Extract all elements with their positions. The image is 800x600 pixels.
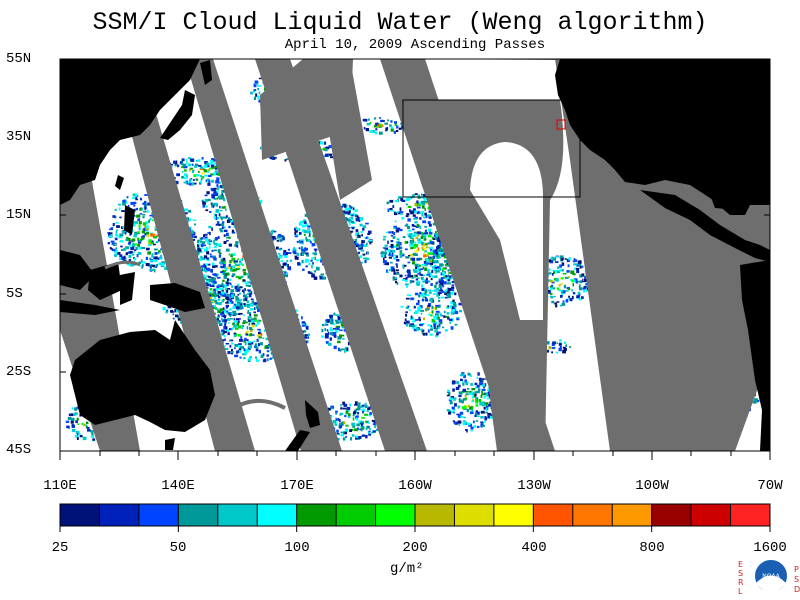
colorbar-swatch: [336, 504, 377, 526]
colorbar-swatch: [493, 504, 534, 526]
y-tick-label: 25S: [6, 364, 32, 380]
noaa-logo: NOAA: [753, 558, 789, 594]
x-tick-label: 110E: [43, 478, 77, 494]
colorbar-swatch: [138, 504, 179, 526]
colorbar-tick-label: 1600: [753, 540, 787, 556]
colorbar-tick-label: 800: [639, 540, 665, 556]
x-tick-label: 130W: [517, 478, 551, 494]
asia-land: [60, 59, 200, 205]
map-subtitle: April 10, 2009 Ascending Passes: [284, 37, 546, 53]
y-tick-label: 5S: [6, 286, 23, 302]
colorbar-swatch: [178, 504, 219, 526]
logo-right-letters: PSD: [794, 565, 800, 594]
colorbar-tick-label: 200: [402, 540, 428, 556]
colorbar-tick-label: 25: [51, 540, 69, 556]
x-tick-label: 100W: [635, 478, 669, 494]
x-tick-label: 170E: [280, 478, 314, 494]
colorbar-swatch: [375, 504, 416, 526]
colorbar-frame: [59, 503, 771, 527]
north-america-land: [555, 59, 770, 215]
new-zealand-land: [305, 400, 320, 428]
x-axis-ticks: [59, 451, 771, 460]
colorbar-tick-label: 100: [284, 540, 310, 556]
colorbar-swatch: [533, 504, 574, 526]
new-guinea-land: [150, 283, 205, 312]
colorbar-tick-label: 50: [169, 540, 187, 556]
colorbar-swatch: [612, 504, 653, 526]
colorbar-swatch: [691, 504, 732, 526]
colorbar-swatch: [454, 504, 495, 526]
x-tick-label: 140E: [161, 478, 195, 494]
colorbar-swatch: [60, 504, 100, 526]
clear-patch: [470, 142, 543, 320]
logo-left-letters: ESRL: [738, 560, 744, 596]
australia-land: [70, 320, 215, 432]
region-box: [402, 99, 581, 198]
x-tick-label: 160W: [398, 478, 432, 494]
map-title: SSM/I Cloud Liquid Water (Weng algorithm…: [92, 8, 708, 37]
colorbar-swatch: [572, 504, 613, 526]
colorbar-swatch: [257, 504, 298, 526]
colorbar-swatch: [99, 504, 140, 526]
colorbar-swatch: [415, 504, 455, 526]
colorbar-swatch: [651, 504, 692, 526]
colorbar-swatch: [296, 504, 337, 526]
point-marker: [556, 119, 566, 130]
colorbar: [59, 504, 771, 532]
south-america-land: [740, 260, 770, 451]
colorbar-swatch: [730, 504, 771, 526]
land-masses: [60, 59, 770, 451]
y-tick-label: 15N: [6, 207, 32, 223]
colorbar-units: g/m²: [390, 561, 424, 577]
y-axis-ticks: [60, 58, 770, 452]
y-tick-label: 35N: [6, 129, 32, 145]
y-tick-label: 45S: [6, 442, 32, 458]
colorbar-swatch: [217, 504, 258, 526]
colorbar-tick-label: 400: [521, 540, 547, 556]
japan-land: [160, 90, 195, 140]
x-tick-label: 70W: [757, 478, 783, 494]
y-tick-label: 55N: [6, 51, 32, 67]
noaa-logo-text: NOAA: [762, 573, 780, 580]
